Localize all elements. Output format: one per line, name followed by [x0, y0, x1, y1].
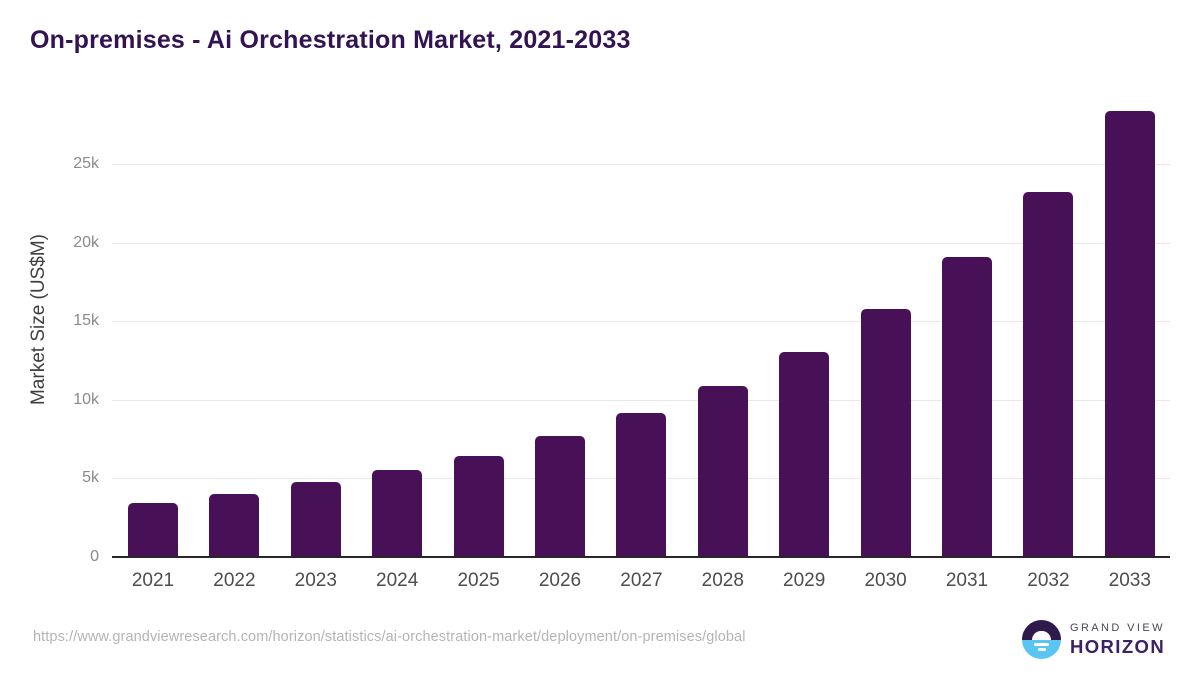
logo-reflection-line [1034, 642, 1049, 646]
y-tick-label-10k: 10k [73, 390, 99, 408]
bar-2024 [372, 469, 423, 557]
bar-2023 [290, 482, 341, 557]
bar-2027 [616, 413, 667, 557]
x-tick-label-2024: 2024 [376, 570, 419, 591]
y-tick-label-5k: 5k [82, 469, 99, 487]
x-tick-label-2031: 2031 [945, 570, 989, 591]
x-tick-label-2027: 2027 [620, 570, 663, 591]
logo-sky-half [1022, 620, 1061, 640]
x-axis-line [112, 556, 1170, 558]
bar-2030 [860, 309, 911, 557]
x-tick-label-2029: 2029 [783, 570, 826, 591]
x-tick-label-2030: 2030 [864, 570, 907, 591]
grand-view-horizon-logo: GRAND VIEW HORIZON [1022, 620, 1165, 659]
gridline-20k [112, 242, 1170, 244]
x-tick-label-2033: 2033 [1108, 570, 1151, 591]
bar-2031 [942, 256, 992, 557]
y-tick-label-0: 0 [90, 548, 99, 565]
bar-2026 [535, 436, 585, 557]
x-tick-label-2026: 2026 [538, 570, 582, 591]
y-tick-label-20k: 20k [73, 233, 99, 251]
logo-product-name: HORIZON [1070, 635, 1166, 657]
gridline-10k [112, 399, 1170, 401]
y-tick-label-15k: 15k [73, 312, 99, 330]
x-tick-label-2022: 2022 [213, 570, 256, 591]
bar-2022 [209, 494, 260, 557]
bar-2028 [697, 385, 748, 557]
logo-brand-name: GRAND VIEW [1070, 621, 1165, 634]
gridline-15k [112, 321, 1170, 323]
footer-source-url: https://www.grandviewresearch.com/horizo… [33, 629, 746, 645]
horizon-sun-icon [1022, 620, 1061, 659]
x-tick-label-2032: 2032 [1027, 570, 1070, 591]
bar-2029 [779, 351, 830, 557]
bar-2033 [1104, 110, 1155, 557]
x-tick-label-2021: 2021 [131, 570, 175, 591]
page-title: On-premises - Ai Orchestration Market, 2… [30, 26, 631, 54]
bar-2032 [1023, 192, 1074, 557]
x-tick-label-2028: 2028 [701, 570, 744, 591]
logo-reflection-line [1037, 648, 1046, 651]
gridline-25k [112, 164, 1170, 165]
x-tick-label-2025: 2025 [457, 570, 500, 591]
bar-2025 [453, 455, 504, 557]
logo-text: GRAND VIEW HORIZON [1070, 622, 1165, 658]
logo-sun-hole [1032, 630, 1051, 640]
x-tick-label-2023: 2023 [294, 570, 337, 591]
bar-2021 [128, 502, 178, 557]
y-tick-label-25k: 25k [73, 155, 99, 172]
